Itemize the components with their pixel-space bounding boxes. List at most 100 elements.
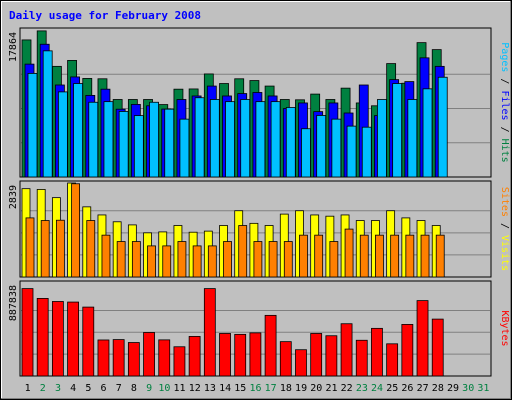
kbytes-kbytes-bar-day-1 bbox=[21, 288, 34, 377]
kbytes-legend-part-0: KBytes bbox=[499, 310, 510, 346]
x-tick-label-day-6: 6 bbox=[101, 383, 107, 394]
x-tick-label-day-17: 17 bbox=[265, 383, 277, 394]
visits-sites-bar-day-13 bbox=[207, 245, 217, 278]
hits-legend-part-2: Files bbox=[499, 90, 510, 120]
hits-legend-part-4: Hits bbox=[499, 139, 510, 163]
x-tick-label-day-30: 30 bbox=[462, 383, 474, 394]
visits-sites-bar-day-6 bbox=[101, 234, 111, 278]
x-tick-label-day-13: 13 bbox=[204, 383, 216, 394]
visits-legend-part-1: / bbox=[499, 217, 510, 235]
hits-pages-bar-day-10 bbox=[164, 108, 175, 178]
hits-legend-part-0: Pages bbox=[499, 42, 510, 72]
visits-max-label: 2839 bbox=[8, 185, 19, 209]
visits-sites-bar-day-21 bbox=[329, 241, 339, 278]
hits-pages-bar-day-23 bbox=[361, 126, 372, 178]
hits-pages-bar-day-1 bbox=[27, 73, 38, 178]
visits-sites-bar-day-2 bbox=[40, 220, 50, 278]
hits-legend-part-3: / bbox=[499, 121, 510, 139]
hits-pages-bar-day-25 bbox=[392, 83, 403, 178]
visits-legend-part-0: Sites bbox=[499, 187, 510, 217]
hits-pages-bar-day-27 bbox=[422, 88, 433, 178]
hits-pages-bar-day-16 bbox=[255, 101, 266, 178]
hits-pages-bar-day-9 bbox=[149, 101, 159, 178]
panel-hits: 17864 Pages / Files / Hits bbox=[8, 27, 510, 178]
x-tick-label-day-3: 3 bbox=[55, 383, 61, 394]
visits-sites-bar-day-4 bbox=[71, 183, 80, 278]
kbytes-kbytes-bar-day-27 bbox=[416, 300, 429, 377]
x-tick-label-day-24: 24 bbox=[371, 383, 383, 394]
kbytes-kbytes-bar-day-19 bbox=[295, 349, 307, 377]
hits-series-pages bbox=[27, 50, 448, 178]
visits-sites-bar-day-8 bbox=[131, 241, 141, 278]
kbytes-kbytes-bar-day-9 bbox=[143, 332, 155, 377]
kbytes-series-kbytes bbox=[21, 288, 444, 377]
visits-sites-bar-day-22 bbox=[344, 228, 354, 278]
x-tick-label-day-19: 19 bbox=[295, 383, 307, 394]
hits-pages-bar-day-28 bbox=[437, 76, 448, 178]
kbytes-kbytes-bar-day-12 bbox=[188, 336, 201, 377]
hits-pages-bar-day-22 bbox=[346, 125, 357, 178]
kbytes-kbytes-bar-day-20 bbox=[310, 333, 323, 377]
visits-sites-bar-day-12 bbox=[192, 245, 202, 278]
x-tick-label-day-18: 18 bbox=[280, 383, 292, 394]
panel-visits: 2839 Sites / Visits bbox=[8, 180, 510, 278]
kbytes-kbytes-bar-day-10 bbox=[158, 339, 171, 377]
hits-pages-bar-day-18 bbox=[285, 107, 296, 178]
hits-pages-bar-day-13 bbox=[209, 99, 220, 178]
hits-legend-part-1: / bbox=[499, 72, 510, 90]
hits-pages-bar-day-15 bbox=[240, 99, 251, 178]
x-tick-label-day-15: 15 bbox=[234, 383, 246, 394]
visits-sites-bar-day-20 bbox=[314, 234, 324, 278]
hits-pages-bar-day-5 bbox=[88, 101, 99, 178]
kbytes-kbytes-bar-day-14 bbox=[219, 333, 231, 377]
kbytes-kbytes-bar-day-25 bbox=[386, 343, 399, 377]
visits-sites-bar-day-9 bbox=[147, 245, 156, 278]
hits-max-label: 17864 bbox=[8, 32, 19, 62]
visits-sites-bar-day-24 bbox=[375, 234, 384, 278]
visits-legend-part-2: Visits bbox=[499, 235, 510, 271]
hits-pages-bar-day-7 bbox=[118, 111, 129, 178]
hits-pages-bar-day-3 bbox=[57, 91, 68, 178]
hits-pages-bar-day-14 bbox=[225, 101, 235, 178]
visits-sites-bar-day-11 bbox=[177, 241, 187, 278]
x-tick-label-day-2: 2 bbox=[40, 383, 46, 394]
panel-kbytes: 887838 KBytes bbox=[8, 280, 510, 377]
x-axis-day-labels: 1 2 3 4 5 6 7 8 9 10 11 12 13 14 15 16 17 18 19 20 21 22 23 24 2… bbox=[25, 383, 490, 394]
visits-sites-bar-day-28 bbox=[435, 234, 445, 278]
x-tick-label-day-28: 28 bbox=[432, 383, 444, 394]
hits-legend-labels: Pages / Files / Hits bbox=[499, 42, 510, 162]
x-tick-label-day-25: 25 bbox=[386, 383, 398, 394]
x-tick-label-day-11: 11 bbox=[174, 383, 186, 394]
x-tick-label-day-9: 9 bbox=[146, 383, 152, 394]
visits-sites-bar-day-17 bbox=[268, 241, 278, 278]
hits-pages-bar-day-8 bbox=[133, 115, 144, 178]
chart-panels: 17864 Pages / Files / Hits 2839 Sites / Vis… bbox=[8, 27, 510, 377]
x-tick-label-day-4: 4 bbox=[70, 383, 76, 394]
hits-pages-bar-day-12 bbox=[194, 97, 205, 178]
visits-sites-bar-day-26 bbox=[405, 234, 415, 278]
kbytes-kbytes-bar-day-3 bbox=[51, 301, 64, 377]
kbytes-kbytes-bar-day-2 bbox=[36, 298, 49, 377]
x-tick-label-day-7: 7 bbox=[116, 383, 122, 394]
visits-sites-bar-day-16 bbox=[253, 241, 263, 278]
x-tick-label-day-16: 16 bbox=[249, 383, 261, 394]
x-tick-label-day-8: 8 bbox=[131, 383, 137, 394]
kbytes-kbytes-bar-day-7 bbox=[112, 339, 125, 377]
x-tick-label-day-5: 5 bbox=[85, 383, 91, 394]
kbytes-kbytes-bar-day-22 bbox=[340, 323, 353, 377]
visits-sites-bar-day-1 bbox=[25, 217, 35, 278]
visits-sites-bar-day-27 bbox=[420, 234, 430, 278]
visits-sites-bar-day-15 bbox=[238, 225, 248, 278]
kbytes-kbytes-bar-day-8 bbox=[127, 342, 140, 377]
visits-legend-labels: Sites / Visits bbox=[499, 187, 510, 271]
chart-title: Daily usage for February 2008 bbox=[9, 9, 201, 22]
hits-pages-bar-day-19 bbox=[301, 128, 311, 178]
x-tick-label-day-23: 23 bbox=[356, 383, 368, 394]
visits-sites-bar-day-18 bbox=[283, 241, 293, 278]
hits-pages-bar-day-6 bbox=[103, 101, 114, 178]
kbytes-kbytes-bar-day-21 bbox=[325, 335, 338, 377]
visits-sites-bar-day-14 bbox=[223, 241, 232, 278]
hits-pages-bar-day-26 bbox=[407, 99, 418, 178]
hits-pages-bar-day-21 bbox=[331, 118, 342, 178]
